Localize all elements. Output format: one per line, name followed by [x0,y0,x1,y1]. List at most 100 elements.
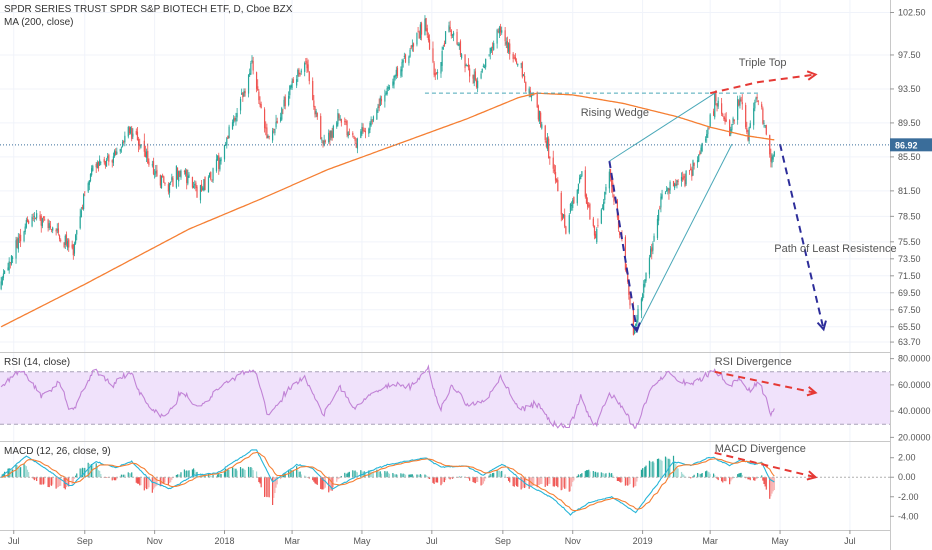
candle-body-358 [573,196,575,204]
macd-bar-56 [89,464,92,478]
price-axis[interactable]: 102.50 97.50 93.50 89.50 85.50 81.50 78.50 75.5… [890,7,926,347]
macd-bar-453 [725,477,727,482]
macd-bar-431 [691,477,693,478]
price-tick-label-7: 75.50 [898,237,921,247]
candle-body-378 [605,186,607,191]
macd-bar-15 [24,465,26,478]
candle-body-135 [217,155,219,161]
candle-body-59 [95,164,97,168]
macd-bar-302 [483,477,486,482]
ma-legend[interactable]: MA (200, close) [4,17,73,28]
candle-body-427 [684,179,686,187]
candle-body-271 [434,72,436,76]
price-tick-label-1: 97.50 [898,50,921,60]
candle-body-80 [128,127,131,133]
candle-body-85 [136,131,139,141]
candle-body-447 [716,103,718,107]
time-tick-label-10: Mar [702,536,718,546]
macd-bar-5 [8,468,10,478]
candle-body-133 [212,168,214,181]
candle-body-53 [84,191,86,193]
candle-body-76 [121,141,124,147]
candle-body-394 [632,305,635,335]
macd-bar-205 [329,477,331,491]
macd-bar-304 [488,475,490,478]
candle-body-6 [9,262,11,263]
macd-bar-197 [315,477,317,485]
candle-body-437 [700,147,702,154]
candle-body-405 [650,248,652,257]
macd-bar-131 [210,475,212,478]
macd-axis[interactable]: 2.00 0.00 -2.00 -4.00 [890,453,919,522]
candle-body-412 [660,196,662,208]
rsi-legend[interactable]: RSI (14, close) [4,357,70,368]
macd-bar-4 [7,468,9,478]
time-tick-label-12: Jul [844,536,856,546]
candle-body-444 [713,111,715,116]
candle-body-428 [685,170,687,185]
macd-bar-8 [11,469,14,478]
macd-bar-321 [514,477,517,485]
macd-bar-263 [420,474,423,478]
macd-bar-454 [729,477,731,485]
candle-body-406 [651,247,653,252]
candle-body-417 [668,188,670,193]
candle-body-296 [474,71,476,80]
candle-body-446 [715,91,717,102]
candle-body-248 [396,67,399,76]
candle-body-314 [504,30,506,42]
price-panel[interactable] [0,0,890,352]
macd-bar-461 [739,473,741,478]
macd-bar-73 [116,477,118,480]
macd-bar-346 [554,477,557,486]
macd-bar-356 [570,477,573,487]
macd-bar-80 [128,473,131,478]
macd-bar-345 [553,477,555,487]
macd-legend[interactable]: MACD (12, 26, close, 9) [4,446,111,457]
macd-bar-147 [235,468,237,478]
candle-body-386 [619,232,621,235]
macd-bar-456 [731,477,733,480]
macd-bar-82 [131,472,133,478]
candle-body-210 [337,112,339,125]
candle-body-307 [491,46,494,48]
candle-body-128 [204,176,206,191]
macd-bar-231 [370,471,372,478]
candle-body-415 [666,189,668,192]
macd-panel[interactable] [0,442,890,530]
macd-bar-115 [184,470,187,478]
macd-bar-269 [432,477,434,483]
candle-body-400 [641,294,644,300]
macd-bar-404 [648,460,651,478]
rsi-axis[interactable]: 80.0000 60.0000 40.0000 20.0000 [890,354,931,443]
candle-body-164 [263,109,266,129]
macd-bar-240 [385,472,387,478]
candle-body-264 [424,18,426,36]
candle-body-313 [501,30,503,33]
time-axis[interactable]: Jul Sep Nov 2018 Mar May Jul Sep Nov 2019 Mar May Ju… [8,530,856,546]
candle-body-238 [380,99,383,102]
macd-bar-232 [371,472,373,478]
macd-bar-227 [363,471,365,478]
macd-bar-390 [625,477,628,486]
candle-body-474 [761,104,763,108]
macd-bar-434 [696,472,699,478]
price-tick-label-12: 65.50 [898,322,921,332]
macd-bar-476 [763,477,765,484]
candle-body-443 [709,114,711,127]
macd-bar-308 [493,472,495,478]
candle-body-198 [316,112,318,117]
macd-bar-319 [512,477,514,487]
candle-body-324 [520,63,522,65]
macd-bar-419 [672,455,675,478]
macd-bar-331 [530,477,533,487]
wedge-line-1 [635,143,733,333]
candle-body-237 [379,97,381,106]
candle-body-319 [512,53,514,59]
macd-bar-475 [762,477,764,481]
macd-bar-253 [404,474,407,478]
candle-body-239 [384,95,386,102]
macd-bar-165 [265,477,267,497]
candle-body-213 [340,118,342,123]
macd-bar-444 [713,473,715,478]
